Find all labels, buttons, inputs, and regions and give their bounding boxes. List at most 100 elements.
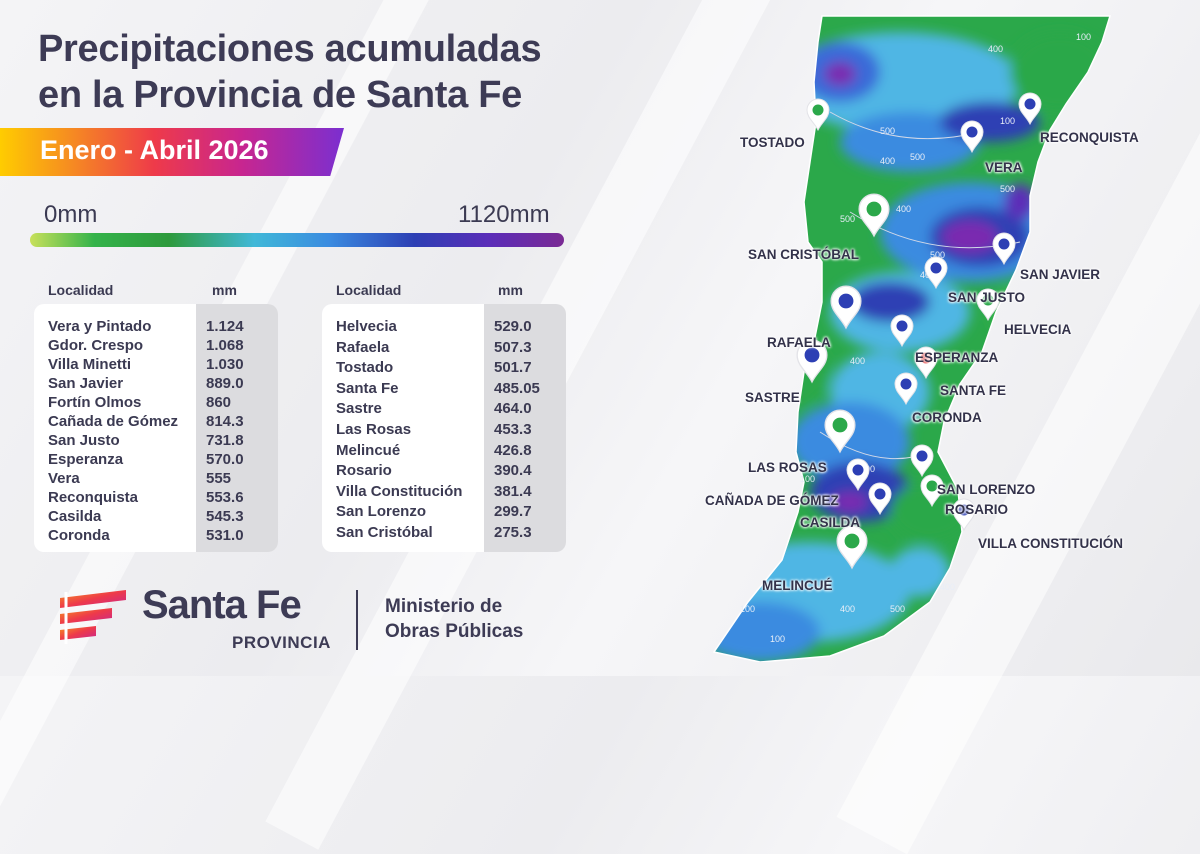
table-row: San Cristóbal 275.3	[336, 524, 566, 543]
locality-name: Villa Minetti	[48, 356, 132, 373]
rainfall-value: 381.4	[494, 482, 532, 500]
map-pin-icon[interactable]	[1018, 92, 1042, 126]
table-row: San Lorenzo 299.7	[336, 503, 566, 522]
map-pin-icon[interactable]	[952, 498, 976, 532]
map-pin-icon[interactable]	[806, 98, 830, 132]
right-rainfall-table: Helvecia 529.0 Rafaela 507.3 Tostado 501.7 San…	[322, 304, 566, 552]
locality-name: Rafaela	[336, 338, 390, 356]
map-pin-icon[interactable]	[868, 482, 892, 516]
table-row: Tostado 501.7	[336, 359, 566, 378]
table-row: Vera y Pintado 1.124	[48, 318, 278, 337]
table-row: Vera 555	[48, 470, 278, 489]
city-label: VILLA CONSTITUCIÓN	[978, 536, 1123, 551]
table-row: Casilda 545.3	[48, 508, 278, 527]
table-row: Gdor. Crespo 1.068	[48, 337, 278, 356]
contour-label: 400	[840, 604, 855, 614]
left-rainfall-table: Vera y Pintado 1.124 Gdor. Crespo 1.068 Vill…	[34, 304, 278, 552]
table-row: Rosario 390.4	[336, 462, 566, 481]
table-row: San Justo 731.8	[48, 432, 278, 451]
map-pin-icon[interactable]	[920, 474, 944, 508]
map-pin-icon[interactable]	[924, 256, 948, 290]
locality-name: Vera	[48, 470, 80, 487]
footer-divider	[356, 590, 358, 650]
map-pin-icon[interactable]	[914, 346, 938, 380]
rainfall-value: 529.0	[494, 318, 532, 335]
contour-label: 500	[910, 152, 925, 162]
contour-label: 500	[840, 214, 855, 224]
rainfall-value: 531.0	[206, 527, 244, 544]
map-pin-icon[interactable]	[910, 444, 934, 478]
map-pin-icon[interactable]	[836, 525, 868, 570]
city-label: ESPERANZA	[915, 350, 999, 365]
map-pin-icon[interactable]	[796, 339, 828, 384]
contour-label: 500	[1000, 184, 1015, 194]
city-label: HELVECIA	[1004, 322, 1072, 337]
rainfall-value: 555	[206, 470, 232, 487]
rainfall-value: 1.030	[206, 356, 244, 373]
locality-name: Villa Constitución	[336, 482, 463, 500]
locality-name: Helvecia	[336, 318, 397, 335]
table-row: Sastre 464.0	[336, 400, 566, 419]
city-label: SAN JAVIER	[1020, 267, 1101, 282]
contour-label: 400	[850, 356, 865, 366]
map-pin-icon[interactable]	[976, 288, 1000, 322]
table-row: Reconquista 553.6	[48, 489, 278, 508]
province-precipitation-map: 100 400 500 100 500 400 500 400 500 500 400 400 500 1…	[712, 15, 1112, 662]
table-row: Fortín Olmos 860	[48, 394, 278, 413]
brand-name: Santa Fe	[142, 583, 302, 627]
map-pin-icon[interactable]	[846, 458, 870, 492]
map-pin-icon[interactable]	[858, 193, 890, 238]
city-label: LAS ROSAS	[748, 460, 827, 475]
rainfall-value: 507.3	[494, 338, 532, 356]
ministry-line-2: Obras Públicas	[385, 621, 524, 642]
contour-label: 100	[1000, 116, 1015, 126]
left-table-mm-header: mm	[212, 282, 237, 298]
rainfall-value: 426.8	[494, 441, 532, 459]
locality-name: Tostado	[336, 359, 394, 377]
title-line-1: Precipitaciones acumuladas	[38, 28, 542, 70]
rainfall-value: 570.0	[206, 451, 244, 468]
map-pin-icon[interactable]	[824, 409, 856, 454]
city-label: SANTA FE	[940, 383, 1006, 398]
locality-name: San Lorenzo	[336, 503, 427, 521]
locality-name: San Javier	[48, 375, 124, 392]
left-table-locality-header: Localidad	[48, 282, 114, 298]
rainfall-value: 731.8	[206, 432, 244, 449]
contour-label: 500	[930, 250, 945, 260]
map-pin-icon[interactable]	[830, 285, 862, 330]
locality-name: Las Rosas	[336, 421, 412, 438]
city-label: SAN LORENZO	[937, 482, 1036, 497]
rainfall-value: 464.0	[494, 400, 532, 418]
locality-name: Reconquista	[48, 489, 139, 506]
city-label: SASTRE	[745, 390, 800, 405]
table-row: Rafaela 507.3	[336, 339, 566, 358]
locality-name: Casilda	[48, 508, 102, 525]
city-label: CASILDA	[800, 515, 860, 530]
map-pin-icon[interactable]	[894, 372, 918, 406]
locality-name: Rosario	[336, 462, 392, 480]
contour-label: 400	[896, 204, 911, 214]
period-banner	[0, 128, 344, 176]
rainfall-value: 485.05	[494, 379, 540, 397]
rainfall-value: 299.7	[494, 503, 532, 521]
rainfall-value: 275.3	[494, 524, 532, 541]
title-line-2: en la Provincia de Santa Fe	[38, 74, 522, 116]
contour-label: 100	[740, 604, 755, 614]
map-pin-icon[interactable]	[960, 120, 984, 154]
map-pin-icon[interactable]	[992, 232, 1016, 266]
map-pin-icon[interactable]	[890, 314, 914, 348]
table-row: Helvecia 529.0	[336, 318, 566, 337]
city-label: RAFAELA	[767, 335, 831, 350]
table-row: Villa Constitución 381.4	[336, 483, 566, 502]
city-label: SAN CRISTÓBAL	[748, 247, 859, 262]
right-table-mm-header: mm	[498, 282, 523, 298]
ministry-line-1: Ministerio de	[385, 596, 503, 617]
locality-name: Fortín Olmos	[48, 394, 142, 411]
contour-label: 100	[800, 474, 815, 484]
contour-label: 400	[988, 44, 1003, 54]
rainfall-value: 1.124	[206, 318, 244, 335]
city-label: MELINCUÉ	[762, 578, 833, 593]
table-row: San Javier 889.0	[48, 375, 278, 394]
contour-label: 500	[890, 604, 905, 614]
table-row: Esperanza 570.0	[48, 451, 278, 470]
